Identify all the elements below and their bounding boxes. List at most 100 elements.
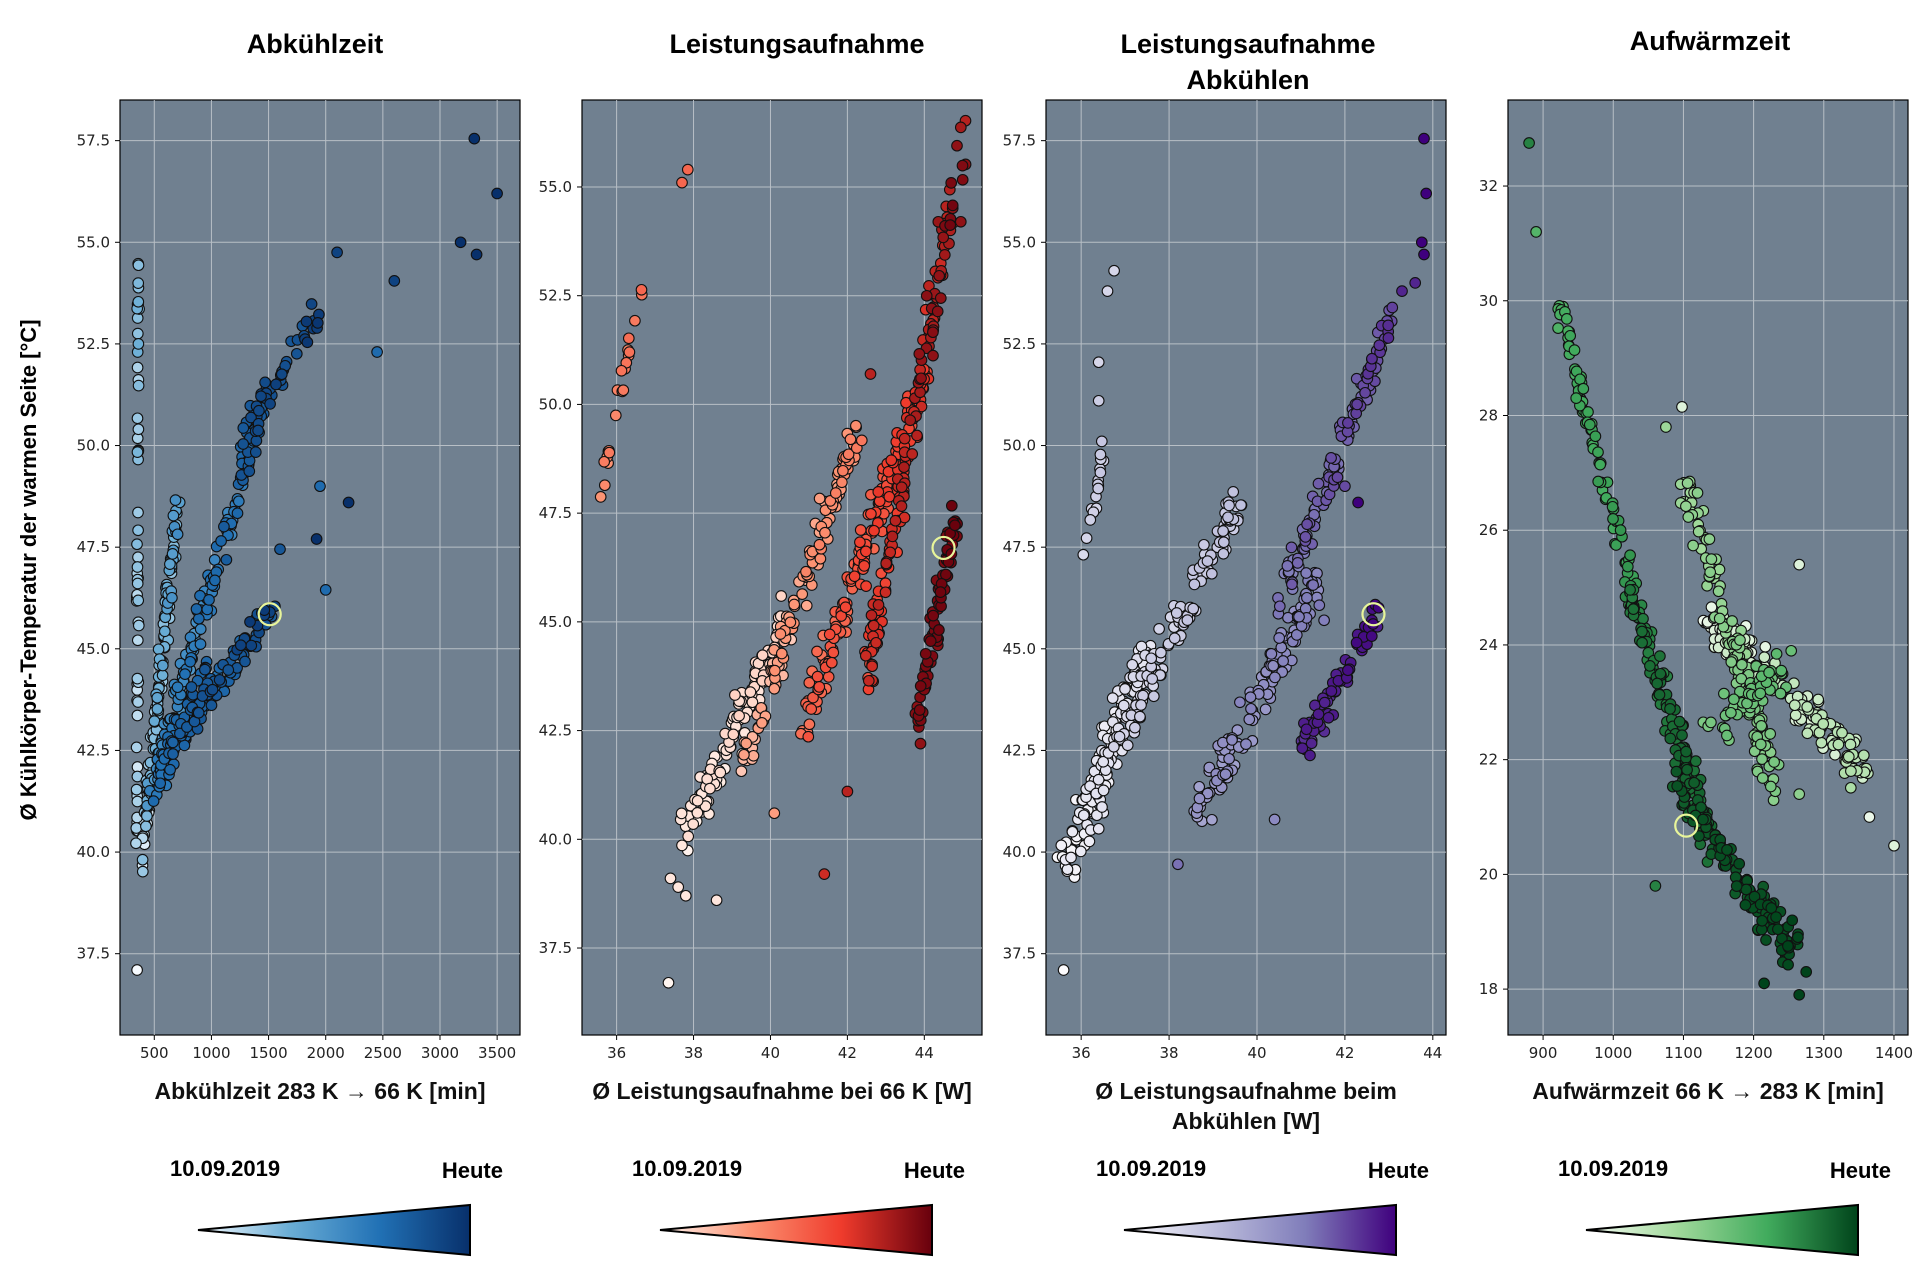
- scatter-point: [1077, 809, 1090, 822]
- y-tick-label: 42.5: [539, 722, 572, 740]
- time-colour-legend: 10.09.2019 Heute: [1096, 1156, 1429, 1257]
- scatter-point: [1844, 738, 1857, 751]
- scatter-point: [860, 580, 872, 592]
- scatter-point: [1146, 673, 1159, 685]
- scatter-point: [199, 663, 211, 676]
- chart-panel-2: Leistungsaufnahme 36 38 40 42 44 37.5 40.0 42.5 4…: [539, 29, 983, 1257]
- scatter-point: [1281, 560, 1294, 572]
- chart-title-line: Leistungsaufnahme: [669, 29, 924, 59]
- scatter-point: [1227, 486, 1240, 498]
- x-axis-label: Ø Leistungsaufnahme bei 66 K [W]: [592, 1078, 972, 1104]
- scatter-point: [131, 538, 143, 551]
- scatter-point: [1725, 706, 1737, 719]
- time-colour-legend: 10.09.2019 Heute: [170, 1156, 503, 1257]
- y-tick-label: 30: [1479, 292, 1498, 310]
- scatter-point: [1113, 730, 1126, 743]
- scatter-point: [1636, 636, 1648, 649]
- y-tick-label: 47.5: [1003, 538, 1036, 556]
- scatter-points: [594, 114, 972, 989]
- scatter-point: [1269, 671, 1281, 684]
- scatter-point: [1318, 696, 1331, 709]
- y-tick-label: 37.5: [539, 939, 572, 957]
- scatter-point: [1418, 132, 1430, 145]
- scatter-point: [130, 837, 142, 850]
- highlight-ring: [931, 535, 956, 561]
- scatter-point: [275, 368, 288, 381]
- scatter-point: [1592, 475, 1605, 488]
- scatter-point: [1680, 500, 1692, 513]
- y-tick-label: 52.5: [1003, 335, 1036, 353]
- scatter-point: [811, 670, 824, 683]
- scatter-point: [1219, 768, 1232, 781]
- scatter-point: [867, 619, 880, 632]
- scatter-point: [864, 368, 877, 380]
- scatter-point: [331, 246, 343, 259]
- x-tick-label: 44: [1423, 1044, 1442, 1062]
- scatter-point: [259, 376, 271, 389]
- scatter-point: [860, 545, 872, 558]
- scatter-point: [1409, 277, 1422, 289]
- scatter-point: [1172, 858, 1184, 871]
- scatter-point: [699, 800, 712, 812]
- scatter-point: [1273, 632, 1286, 644]
- scatter-point: [1654, 650, 1666, 662]
- scatter-point: [1705, 601, 1718, 613]
- scatter-point: [131, 709, 144, 722]
- legend-gradient-wedge: [1585, 1203, 1859, 1257]
- scatter-point: [1721, 844, 1733, 856]
- scatter-point: [842, 448, 855, 461]
- scatter-point: [1815, 736, 1828, 749]
- scatter-point: [1382, 319, 1395, 332]
- scatter-point: [811, 645, 823, 658]
- x-axis-label: Ø Leistungsaufnahme beim Abkühlen [W]: [1095, 1078, 1397, 1134]
- scatter-point: [819, 526, 831, 539]
- scatter-point: [1786, 914, 1799, 927]
- scatter-point: [1817, 718, 1830, 730]
- plot-area: [119, 99, 521, 1036]
- scatter-point: [1244, 691, 1257, 704]
- scatter-point: [245, 639, 258, 652]
- scatter-point: [1193, 780, 1206, 793]
- scatter-point: [803, 718, 816, 731]
- y-tick-label: 45.0: [1003, 640, 1036, 658]
- scatter-point: [1094, 448, 1107, 461]
- scatter-point: [169, 494, 182, 506]
- scatter-point: [131, 412, 144, 425]
- scatter-point: [823, 628, 836, 641]
- scatter-point: [1523, 137, 1535, 149]
- scatter-point: [130, 822, 143, 834]
- y-tick-label: 42.5: [1003, 741, 1036, 759]
- scatter-point: [1359, 386, 1371, 399]
- scatter-point: [1756, 772, 1769, 784]
- x-tick-label: 44: [915, 1044, 934, 1062]
- scatter-point: [865, 508, 877, 520]
- scatter-point: [914, 737, 927, 750]
- scatter-point: [938, 249, 951, 261]
- chart-panel-4: Aufwärmzeit 900 1000 1100 1200 1300 1400 18 20 22…: [1479, 26, 1913, 1257]
- scatter-point: [895, 481, 908, 494]
- scatter-point: [704, 782, 716, 795]
- scatter-point: [154, 777, 167, 790]
- legend-gradient-wedge: [659, 1203, 933, 1257]
- scatter-point: [1764, 780, 1777, 793]
- scatter-point: [803, 676, 816, 689]
- scatter-point: [1245, 702, 1257, 715]
- x-axis-label-line: Abkühlzeit 283 K → 66 K [min]: [154, 1078, 485, 1104]
- scatter-point: [1812, 693, 1825, 706]
- scatter-point: [184, 655, 197, 668]
- scatter-point: [319, 584, 332, 596]
- scatter-point: [1842, 750, 1855, 763]
- scatter-point: [1091, 809, 1103, 822]
- scatter-point: [682, 830, 695, 843]
- y-tick-label: 47.5: [77, 538, 110, 556]
- scatter-point: [1126, 658, 1139, 671]
- scatter-point: [945, 499, 958, 512]
- scatter-point: [1205, 567, 1218, 580]
- y-tick-label: 55.0: [1003, 233, 1036, 251]
- x-tick-label: 2500: [364, 1044, 402, 1062]
- scatter-point: [222, 664, 235, 676]
- scatter-point: [1168, 632, 1181, 645]
- y-tick-label: 52.5: [77, 335, 110, 353]
- scatter-point: [1134, 710, 1146, 723]
- y-tick-label: 47.5: [539, 504, 572, 522]
